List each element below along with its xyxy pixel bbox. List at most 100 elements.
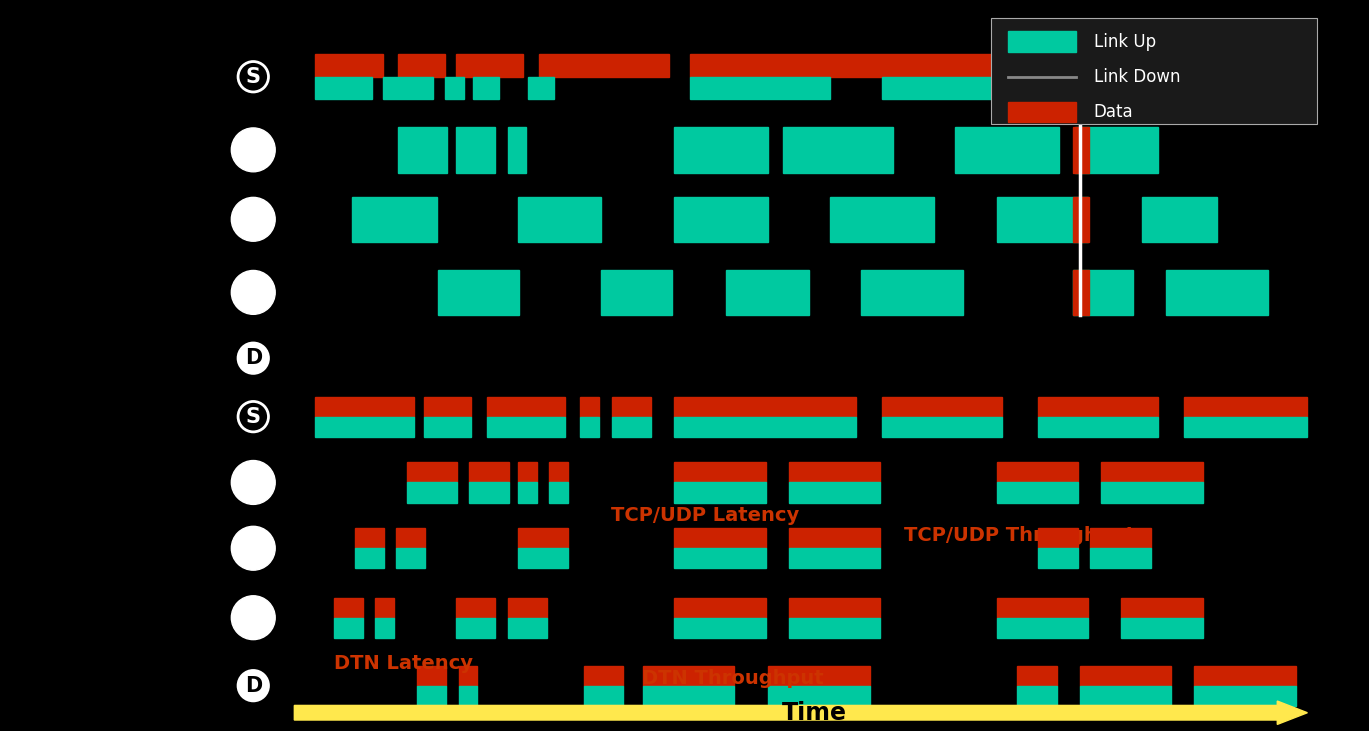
- Bar: [355, 548, 383, 569]
- Bar: [1090, 548, 1150, 569]
- Bar: [549, 482, 568, 503]
- Bar: [438, 270, 519, 315]
- Bar: [1072, 197, 1090, 242]
- Bar: [407, 462, 457, 482]
- Bar: [1194, 686, 1296, 706]
- Text: D: D: [245, 675, 261, 696]
- Bar: [398, 54, 445, 77]
- Bar: [690, 77, 830, 99]
- Bar: [643, 686, 734, 706]
- Bar: [956, 127, 1060, 173]
- Text: S: S: [246, 67, 260, 87]
- Ellipse shape: [231, 128, 275, 172]
- Bar: [674, 598, 765, 618]
- Bar: [456, 54, 523, 77]
- Text: Data: Data: [1094, 103, 1134, 121]
- Bar: [991, 18, 1317, 124]
- Ellipse shape: [231, 461, 275, 504]
- Ellipse shape: [231, 270, 275, 314]
- Bar: [1090, 528, 1150, 548]
- Bar: [1166, 270, 1268, 315]
- Bar: [726, 270, 809, 315]
- Bar: [997, 462, 1077, 482]
- Bar: [1257, 77, 1309, 99]
- Text: DTN Latency: DTN Latency: [334, 654, 474, 673]
- Bar: [517, 528, 568, 548]
- Bar: [1072, 270, 1090, 315]
- Bar: [487, 417, 565, 437]
- Bar: [1038, 548, 1077, 569]
- Bar: [352, 197, 437, 242]
- Bar: [1080, 77, 1199, 99]
- Bar: [315, 54, 383, 77]
- Bar: [418, 686, 446, 706]
- Bar: [375, 618, 394, 637]
- Bar: [407, 482, 457, 503]
- Text: Link Up: Link Up: [1094, 33, 1155, 50]
- Bar: [355, 528, 383, 548]
- Bar: [1184, 396, 1306, 417]
- Bar: [1080, 665, 1172, 686]
- Bar: [1072, 270, 1134, 315]
- Text: TCP/UDP Latency: TCP/UDP Latency: [611, 506, 799, 525]
- Bar: [474, 77, 500, 99]
- Bar: [997, 618, 1088, 637]
- Bar: [396, 548, 426, 569]
- Bar: [601, 270, 672, 315]
- Bar: [674, 396, 856, 417]
- Bar: [690, 54, 1064, 77]
- Bar: [1072, 54, 1090, 99]
- Bar: [1075, 127, 1158, 173]
- Bar: [1101, 462, 1202, 482]
- Bar: [830, 197, 934, 242]
- Bar: [1017, 686, 1057, 706]
- Bar: [1194, 665, 1296, 686]
- Bar: [674, 462, 765, 482]
- Bar: [1008, 102, 1076, 122]
- Text: Link Down: Link Down: [1094, 68, 1180, 86]
- Bar: [583, 665, 623, 686]
- Bar: [456, 127, 496, 173]
- Bar: [882, 396, 1002, 417]
- Bar: [334, 618, 363, 637]
- Bar: [517, 548, 568, 569]
- Ellipse shape: [231, 596, 275, 640]
- Bar: [1038, 528, 1077, 548]
- Bar: [375, 598, 394, 618]
- Bar: [789, 598, 880, 618]
- Bar: [1038, 396, 1158, 417]
- Bar: [315, 396, 413, 417]
- Bar: [1101, 482, 1202, 503]
- Text: D: D: [245, 348, 261, 368]
- Bar: [315, 417, 413, 437]
- Text: DTN Throughput: DTN Throughput: [642, 669, 823, 688]
- Bar: [1038, 417, 1158, 437]
- Bar: [997, 482, 1077, 503]
- Bar: [456, 618, 496, 637]
- Bar: [612, 417, 652, 437]
- Ellipse shape: [231, 197, 275, 241]
- Bar: [1121, 618, 1202, 637]
- Bar: [1017, 665, 1057, 686]
- Bar: [580, 396, 600, 417]
- Bar: [612, 396, 652, 417]
- Bar: [643, 665, 734, 686]
- Bar: [882, 77, 1054, 99]
- Bar: [424, 396, 471, 417]
- Text: S: S: [246, 406, 260, 427]
- Bar: [583, 686, 623, 706]
- Bar: [768, 665, 869, 686]
- Bar: [789, 618, 880, 637]
- Bar: [396, 528, 426, 548]
- Bar: [1080, 686, 1172, 706]
- Bar: [674, 197, 768, 242]
- Bar: [789, 482, 880, 503]
- Bar: [997, 197, 1088, 242]
- Bar: [997, 598, 1088, 618]
- Bar: [674, 127, 768, 173]
- Bar: [508, 127, 526, 173]
- Bar: [517, 482, 537, 503]
- Bar: [315, 77, 372, 99]
- Text: TCP/UDP Throughput: TCP/UDP Throughput: [905, 526, 1135, 545]
- Text: Time: Time: [782, 701, 847, 724]
